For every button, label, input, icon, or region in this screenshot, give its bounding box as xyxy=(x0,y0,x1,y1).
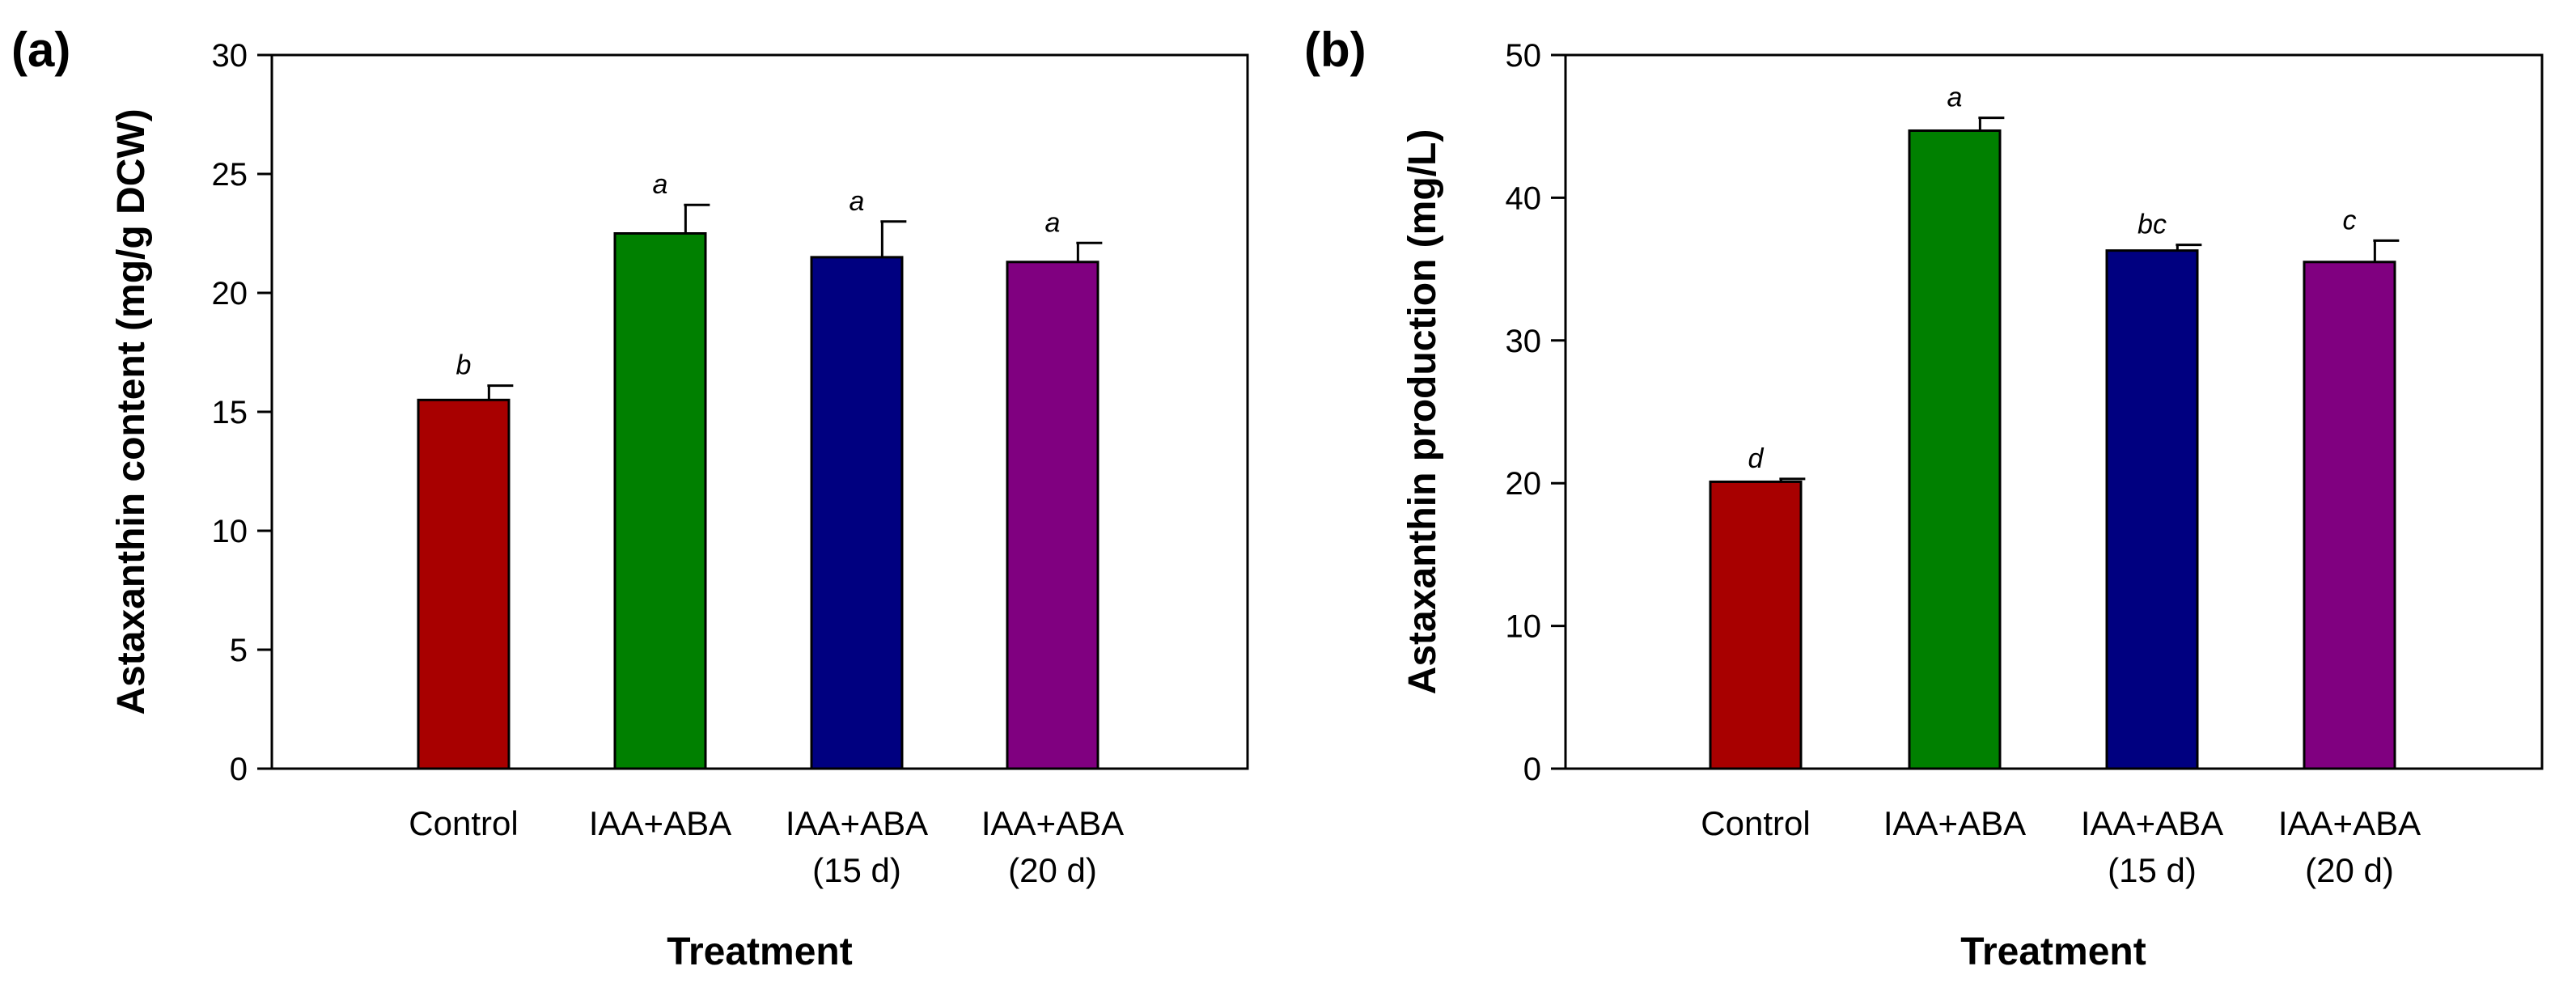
bar xyxy=(1006,261,1099,770)
y-tick-label: 0 xyxy=(1523,752,1541,787)
y-tick-label: 40 xyxy=(1506,180,1542,216)
category-label: (15 d) xyxy=(2108,851,2197,889)
x-axis-title: Treatment xyxy=(1960,930,2146,973)
bar xyxy=(613,232,707,770)
panel-label: (a) xyxy=(11,23,70,77)
y-tick-label: 30 xyxy=(1506,324,1542,359)
category-label: IAA+ABA xyxy=(589,804,731,842)
y-tick-label: 15 xyxy=(212,395,248,430)
category-label: IAA+ABA xyxy=(1883,804,2026,842)
category-label: Control xyxy=(409,804,518,842)
bar xyxy=(2105,249,2199,770)
panel-b: (b) 0 10 20 30 40 50 d Control a IAA+ABA bc IAA+ABA (… xyxy=(1304,23,2544,973)
y-tick-label: 5 xyxy=(230,633,248,668)
significance-label: a xyxy=(1947,83,1963,113)
significance-label: a xyxy=(849,186,865,217)
y-axis-title: Astaxanthin content (mg/g DCW) xyxy=(110,108,153,714)
y-tick-label: 25 xyxy=(212,157,248,193)
category-label: (20 d) xyxy=(1008,851,1097,889)
plot-frame xyxy=(1564,53,2544,770)
panel-a: (a) 0 5 10 15 20 25 30 b Control a IAA+ABA a IAA+ABA (… xyxy=(11,23,1249,973)
x-axis-title: Treatment xyxy=(667,930,852,973)
y-tick-label: 20 xyxy=(212,276,248,312)
significance-label: a xyxy=(653,169,668,200)
y-tick-label: 0 xyxy=(230,752,248,787)
bar xyxy=(1709,480,1803,770)
significance-label: b xyxy=(456,350,472,381)
panel-label: (b) xyxy=(1304,23,1366,77)
category-label: IAA+ABA xyxy=(2278,804,2421,842)
y-tick-label: 30 xyxy=(212,38,248,74)
y-tick-label: 20 xyxy=(1506,466,1542,502)
significance-label: bc xyxy=(2137,210,2167,240)
significance-label: d xyxy=(1748,443,1765,474)
bar xyxy=(1908,129,2002,770)
bar xyxy=(2303,261,2396,770)
y-tick-label: 50 xyxy=(1506,38,1542,74)
category-label: (15 d) xyxy=(812,851,901,889)
significance-label: c xyxy=(2343,205,2357,235)
significance-label: a xyxy=(1045,207,1061,238)
category-label: IAA+ABA xyxy=(981,804,1124,842)
y-axis-title: Astaxanthin production (mg/L) xyxy=(1401,129,1444,695)
category-label: IAA+ABA xyxy=(2081,804,2223,842)
y-tick-label: 10 xyxy=(212,514,248,549)
y-tick-label: 10 xyxy=(1506,609,1542,645)
category-label: IAA+ABA xyxy=(786,804,928,842)
bar xyxy=(810,256,904,770)
category-label: (20 d) xyxy=(2305,851,2394,889)
category-label: Control xyxy=(1701,804,1810,842)
bar xyxy=(417,398,511,770)
